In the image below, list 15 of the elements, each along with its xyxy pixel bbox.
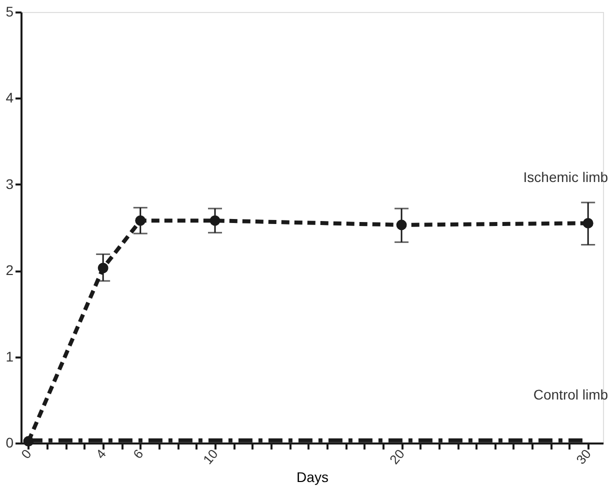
x-tick-label: 20 <box>386 446 408 468</box>
x-tick-label: 4 <box>92 446 109 462</box>
y-tick-label: 4 <box>6 90 14 106</box>
x-tick-label: 0 <box>18 446 34 462</box>
y-tick-label: 3 <box>6 176 14 192</box>
x-axis-title: Days <box>296 469 328 486</box>
y-tick-label: 1 <box>6 348 14 364</box>
x-tick-label: 30 <box>573 446 594 468</box>
text: Ischemic limb <box>523 169 608 186</box>
y-tick-label: 2 <box>6 262 14 278</box>
text: Control limb <box>533 386 608 402</box>
x-tick-label: 6 <box>130 446 146 462</box>
y-tick-label: 5 <box>6 4 14 20</box>
x-tick-label: 10 <box>200 446 221 468</box>
y-tick-label: 0 <box>6 434 14 450</box>
